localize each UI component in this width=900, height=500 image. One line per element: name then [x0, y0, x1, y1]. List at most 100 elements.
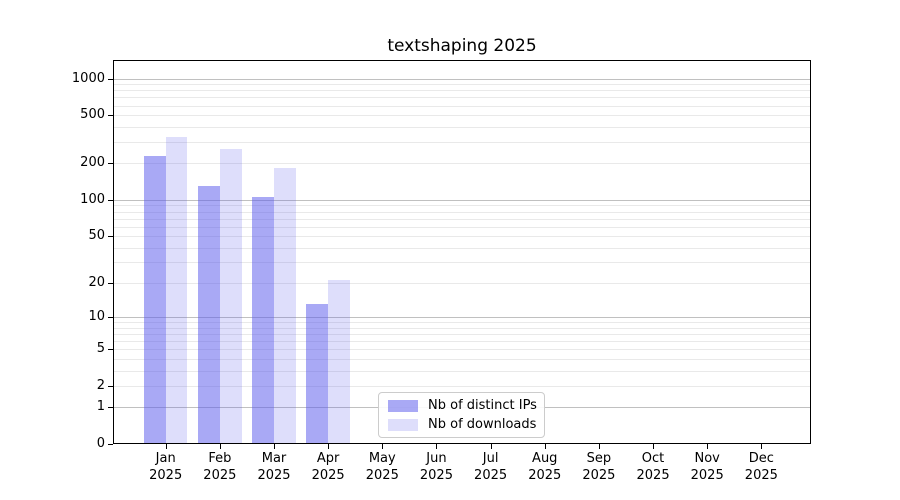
x-tick-label: Dec 2025	[731, 450, 791, 484]
gridline-major	[113, 317, 811, 319]
x-tick-month: Jan	[155, 451, 176, 466]
legend-label-downloads: Nb of downloads	[428, 417, 537, 432]
legend-swatch-downloads	[388, 418, 418, 431]
chart-title: textshaping 2025	[387, 36, 537, 56]
x-tick-mark	[436, 444, 438, 449]
x-tick-mark	[598, 444, 600, 449]
y-tick-label: 5	[96, 341, 105, 357]
gridline-minor	[113, 142, 811, 144]
x-tick-label: Jan 2025	[136, 450, 196, 484]
x-tick-month: Jun	[426, 451, 447, 466]
gridline-minor	[113, 327, 811, 329]
gridline-minor	[113, 205, 811, 207]
y-tick-label: 20	[88, 274, 105, 290]
y-tick-mark	[108, 163, 113, 165]
gridline-minor	[113, 358, 811, 360]
x-tick-month: Feb	[208, 451, 232, 466]
gridline-minor	[113, 105, 811, 107]
gridline-minor	[113, 385, 811, 387]
legend: Nb of distinct IPs Nb of downloads	[378, 392, 545, 438]
x-tick-label: Jun 2025	[406, 450, 466, 484]
x-tick-label: Nov 2025	[677, 450, 737, 484]
gridline-minor	[113, 126, 811, 128]
gridline-major	[113, 199, 811, 201]
y-tick-mark	[108, 385, 113, 387]
y-tick-mark	[108, 78, 113, 80]
y-tick-mark	[108, 199, 113, 201]
gridline-minor	[113, 163, 811, 165]
x-tick-year: 2025	[582, 468, 616, 483]
gridline-minor	[113, 115, 811, 117]
x-tick-year: 2025	[149, 468, 183, 483]
y-tick-mark	[108, 115, 113, 117]
x-tick-year: 2025	[744, 468, 778, 483]
x-tick-label: Oct 2025	[623, 450, 683, 484]
x-tick-label: Mar 2025	[244, 450, 304, 484]
gridline-minor	[113, 370, 811, 372]
x-tick-label: Feb 2025	[190, 450, 250, 484]
gridline-minor	[113, 211, 811, 213]
gridline-minor	[113, 218, 811, 220]
x-tick-year: 2025	[257, 468, 291, 483]
y-tick-label: 50	[88, 228, 105, 243]
x-tick-month: Dec	[748, 451, 774, 466]
gridline-minor	[113, 236, 811, 237]
x-tick-year: 2025	[203, 468, 237, 483]
bar-distinct-ips	[198, 186, 220, 444]
y-tick-label: 0	[96, 436, 105, 451]
x-tick-mark	[274, 444, 275, 449]
y-tick-label: 2	[96, 377, 105, 393]
x-tick-month: Aug	[532, 451, 558, 466]
x-tick-label: Jul 2025	[461, 450, 521, 484]
bar-downloads	[274, 168, 296, 444]
x-tick-month: Sep	[586, 451, 612, 466]
x-tick-year: 2025	[528, 468, 562, 483]
gridline-minor	[113, 341, 811, 343]
x-tick-year: 2025	[311, 468, 345, 483]
x-tick-month: Mar	[261, 451, 287, 466]
plot-area	[113, 60, 811, 444]
bar-distinct-ips	[306, 304, 329, 444]
x-tick-month: Nov	[694, 451, 720, 466]
x-tick-mark	[328, 444, 330, 449]
x-tick-month: Jul	[482, 451, 499, 466]
x-tick-mark	[653, 444, 655, 449]
y-tick-label: 100	[80, 191, 105, 207]
gridline-minor	[113, 349, 811, 351]
x-tick-mark	[707, 444, 709, 449]
x-tick-month: May	[368, 451, 396, 466]
gridline-minor	[113, 322, 811, 324]
x-tick-mark	[165, 444, 167, 449]
x-tick-year: 2025	[690, 468, 724, 483]
x-tick-mark	[761, 444, 763, 449]
legend-swatch-distinct-ips	[388, 399, 418, 412]
x-tick-year: 2025	[419, 468, 453, 483]
gridline-minor	[113, 97, 811, 99]
x-tick-mark	[219, 444, 221, 449]
bar-distinct-ips	[144, 156, 166, 444]
x-tick-mark	[544, 444, 546, 449]
bar-distinct-ips	[252, 197, 274, 444]
y-tick-label: 1	[96, 399, 105, 415]
x-tick-year: 2025	[474, 468, 508, 483]
x-tick-year: 2025	[365, 468, 399, 483]
y-tick-mark	[108, 444, 113, 445]
y-tick-label: 500	[80, 107, 105, 123]
legend-label-distinct-ips: Nb of distinct IPs	[428, 398, 537, 413]
y-tick-label: 1000	[71, 70, 105, 86]
gridline-minor	[113, 282, 811, 284]
x-tick-year: 2025	[636, 468, 670, 483]
x-tick-label: May 2025	[352, 450, 412, 484]
x-tick-mark	[490, 444, 492, 449]
legend-item-downloads: Nb of downloads	[388, 417, 544, 432]
x-tick-month: Oct	[641, 451, 665, 466]
gridline-minor	[113, 226, 811, 228]
y-tick-mark	[108, 407, 113, 409]
x-tick-mark	[382, 444, 384, 449]
x-tick-label: Apr 2025	[298, 450, 358, 484]
y-tick-mark	[108, 236, 113, 237]
y-tick-mark	[108, 282, 113, 284]
y-tick-label: 10	[88, 309, 105, 325]
gridline-minor	[113, 262, 811, 264]
